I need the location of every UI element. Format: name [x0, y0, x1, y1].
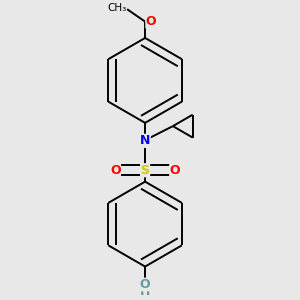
Text: S: S [141, 164, 150, 177]
Text: H: H [140, 285, 150, 298]
Text: O: O [169, 164, 180, 177]
Text: O: O [140, 278, 150, 291]
Text: O: O [110, 164, 121, 177]
Text: CH₃: CH₃ [108, 3, 127, 13]
Text: O: O [146, 15, 156, 28]
Text: N: N [140, 134, 150, 147]
